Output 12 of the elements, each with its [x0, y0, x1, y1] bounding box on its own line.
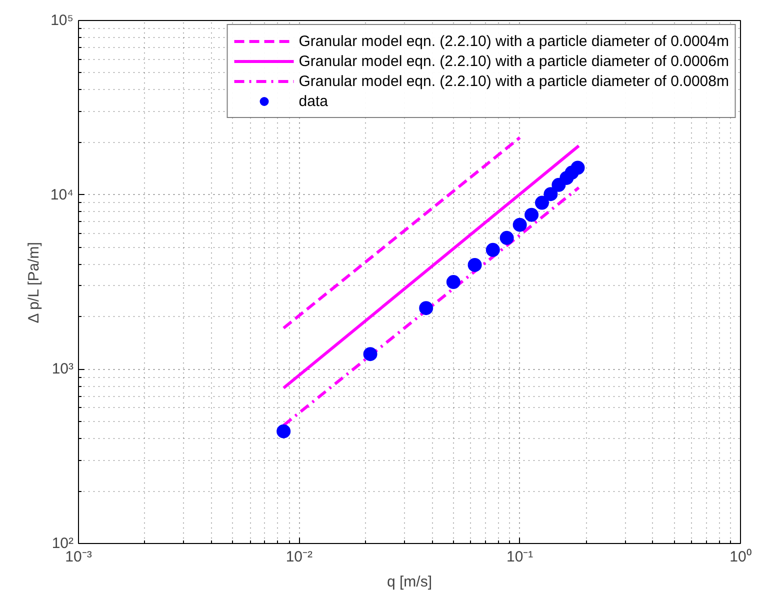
x-tick-label: 10⁰	[730, 548, 752, 566]
y-tick-label: 10⁵	[50, 12, 74, 29]
x-axis-title: q [m/s]	[386, 574, 432, 590]
legend-label: Granular model eqn. (2.2.10) with a particle diameter of 0.0006m	[298, 52, 729, 70]
legend-label: data	[298, 92, 328, 110]
y-tick-label: 10³	[52, 360, 74, 378]
x-tick-label: 10⁻¹	[506, 548, 534, 566]
x-tick-label: 10⁻²	[286, 548, 313, 566]
y-tick-label: 10⁴	[50, 186, 74, 204]
y-axis-title: Δ p/L [Pa/m]	[25, 242, 42, 324]
legend-label: Granular model eqn. (2.2.10) with a particle diameter of 0.0008m	[298, 72, 729, 90]
legend-label: Granular model eqn. (2.2.10) with a particle diameter of 0.0004m	[298, 32, 729, 50]
